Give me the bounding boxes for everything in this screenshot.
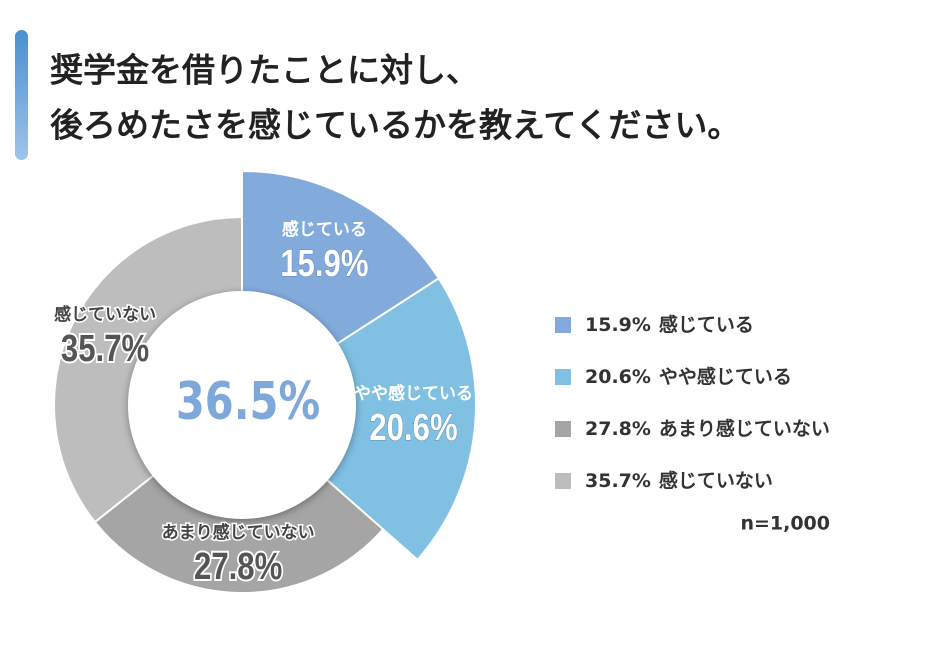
legend-swatch: [555, 473, 571, 489]
chart-title: 後ろめたさを感じているかを教えてください。: [50, 106, 740, 145]
data-label: 35.7%: [61, 328, 149, 370]
legend-entry: 27.8% あまり感じていない: [585, 417, 830, 440]
legend-value: 15.9%: [585, 314, 651, 336]
chart-title: 奨学金を借りたことに対し、: [50, 51, 479, 90]
legend-swatch: [555, 317, 571, 333]
slice-name: 感じていない: [54, 304, 156, 325]
sample-note: n=1,000: [740, 513, 830, 535]
legend-value: 20.6%: [585, 366, 651, 388]
data-label: 27.8%: [194, 546, 282, 588]
legend-name: やや感じている: [659, 365, 792, 388]
center-label: 36.5%: [176, 371, 320, 432]
donut-hole: [128, 291, 356, 519]
legend-entry: 35.7% 感じていない: [585, 469, 773, 492]
data-label: 15.9%: [280, 243, 368, 285]
legend-entry: 20.6% やや感じている: [585, 365, 792, 388]
labels: 感じている 15.9% やや感じている 20.6% あまり感じていない 27.8% 感じてい…: [53, 219, 473, 590]
title-accent: [15, 30, 28, 160]
slice-name: 感じている: [282, 219, 367, 240]
legend: 15.9% 感じている 20.6% やや感じている 27.8% あまり感じていない 35.7…: [555, 313, 830, 492]
legend-swatch: [555, 421, 571, 437]
donut: [53, 169, 477, 594]
legend-name: 感じている: [659, 313, 754, 336]
slice-name: やや感じている: [354, 383, 473, 404]
legend-value: 35.7%: [585, 470, 651, 492]
legend-entry: 15.9% 感じている: [585, 313, 754, 336]
legend-name: あまり感じていない: [659, 417, 830, 440]
data-label: 20.6%: [369, 407, 457, 449]
legend-value: 27.8%: [585, 418, 651, 440]
legend-name: 感じていない: [659, 469, 773, 492]
legend-swatch: [555, 369, 571, 385]
slice-name: あまり感じていない: [162, 522, 315, 543]
